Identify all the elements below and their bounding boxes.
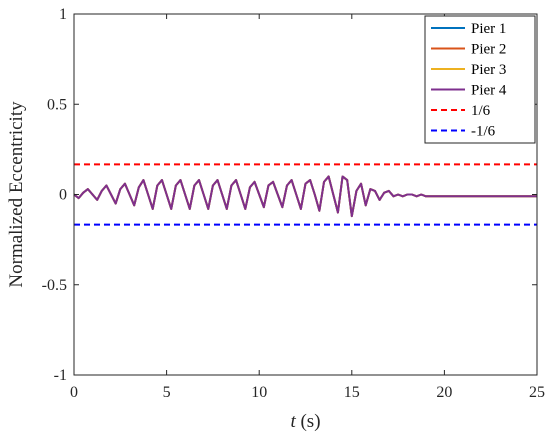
x-tick-label: 25 <box>529 384 545 401</box>
y-tick-label: 0.5 <box>47 96 67 113</box>
series-line-4 <box>73 175 537 218</box>
legend: Pier 1 Pier 2 Pier 3 Pier 4 1/6 -1/6 <box>424 15 536 144</box>
legend-label-6: -1/6 <box>471 124 496 140</box>
y-tick-label: 1 <box>59 6 67 23</box>
y-axis-title: Normalized Eccentricity <box>6 101 27 288</box>
y-tick-label: -1 <box>54 367 67 384</box>
ticks: 0 5 10 15 20 25 -1 -0.5 0 0.5 1 <box>42 6 545 401</box>
legend-label-1: Pier 1 <box>471 21 506 37</box>
x-axis-unit: (s) <box>296 411 321 432</box>
x-tick-label: 20 <box>436 384 452 401</box>
x-axis-title: t (s) <box>290 411 320 432</box>
legend-label-5: 1/6 <box>471 103 491 119</box>
plot-lines <box>73 163 537 226</box>
legend-label-3: Pier 3 <box>471 62 506 78</box>
x-axis-var: t <box>290 411 296 432</box>
x-tick-label: 10 <box>251 384 267 401</box>
x-tick-label: 5 <box>163 384 171 401</box>
x-tick-label: 15 <box>344 384 360 401</box>
legend-box <box>424 15 536 144</box>
y-tick-label: -0.5 <box>42 277 67 294</box>
y-tick-label: 0 <box>59 187 67 204</box>
legend-label-4: Pier 4 <box>471 83 507 99</box>
x-tick-label: 0 <box>70 384 78 401</box>
legend-label-2: Pier 2 <box>471 42 506 58</box>
